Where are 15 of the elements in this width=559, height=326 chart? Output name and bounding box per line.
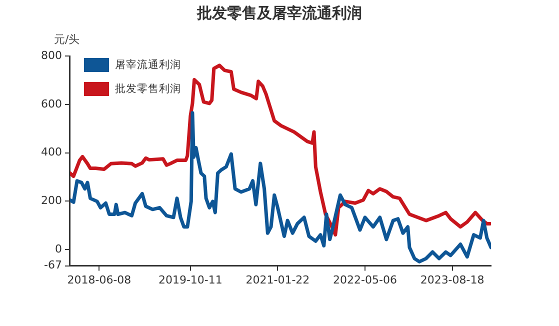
y-tick-label: 0	[54, 242, 62, 256]
y-tick-label: -67	[44, 258, 62, 272]
legend-label: 批发零售利润	[115, 82, 181, 96]
x-tick-label: 2019-10-11	[158, 273, 222, 286]
y-tick-label: 800	[40, 48, 62, 62]
x-tick-label: 2021-01-22	[246, 273, 310, 286]
y-tick-label: 400	[40, 146, 62, 159]
legend-label: 屠宰流通利润	[115, 58, 181, 72]
y-tick-label: 600	[40, 97, 62, 110]
x-tick-label: 2018-06-08	[67, 273, 132, 286]
y-tick-label: 200	[40, 194, 62, 208]
y-axis-title: 元/头	[54, 32, 80, 47]
x-tick-label: 2023-08-18	[420, 273, 484, 286]
chart-title: 批发零售及屠宰流通利润	[196, 4, 363, 23]
x-tick-label: 2022-05-06	[333, 273, 397, 286]
